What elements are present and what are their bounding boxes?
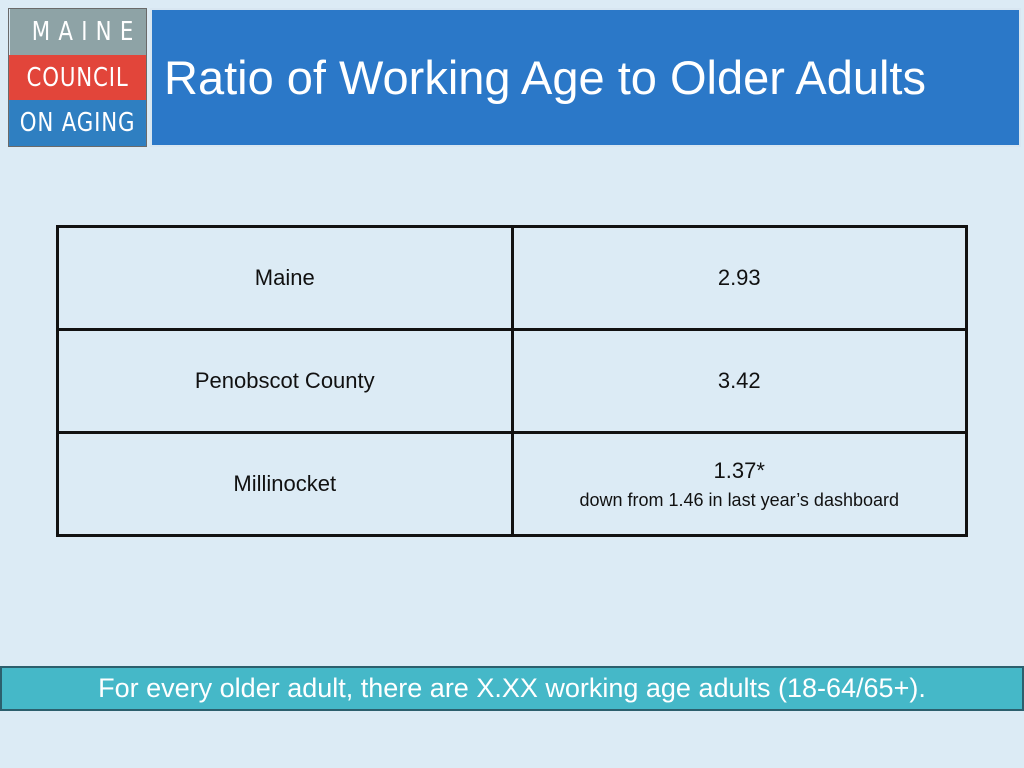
maine-council-on-aging-logo: MAINE COUNCIL ON AGING <box>8 8 147 147</box>
ratio-note: down from 1.46 in last year’s dashboard <box>579 489 900 510</box>
footer-bar: For every older adult, there are X.XX wo… <box>0 666 1024 711</box>
title-bar: Ratio of Working Age to Older Adults <box>150 8 1021 147</box>
region-cell: Maine <box>56 225 514 331</box>
logo-line-council: COUNCIL <box>9 54 146 101</box>
region-cell: Penobscot County <box>56 328 514 434</box>
ratio-cell: 3.42 <box>510 328 968 434</box>
logo-line-maine: MAINE <box>9 9 146 55</box>
page-title: Ratio of Working Age to Older Adults <box>164 51 926 104</box>
ratio-value: 2.93 <box>717 265 761 290</box>
logo-line-on-aging: ON AGING <box>9 100 146 146</box>
ratio-cell: 1.37* down from 1.46 in last year’s dash… <box>510 431 968 537</box>
footer-text: For every older adult, there are X.XX wo… <box>98 673 926 703</box>
table-row: Maine 2.93 <box>56 225 968 331</box>
table-row: Millinocket 1.37* down from 1.46 in last… <box>56 431 968 537</box>
ratio-cell: 2.93 <box>510 225 968 331</box>
ratio-value: 1.37* <box>713 457 765 483</box>
ratio-value: 3.42 <box>717 368 761 393</box>
ratio-table: Maine 2.93 Penobscot County 3.42 Millino… <box>56 225 968 537</box>
region-cell: Millinocket <box>56 431 514 537</box>
table-row: Penobscot County 3.42 <box>56 328 968 434</box>
